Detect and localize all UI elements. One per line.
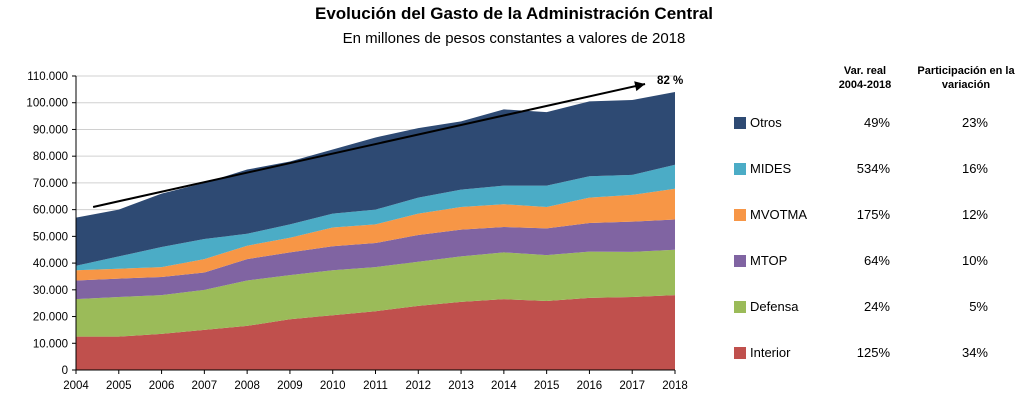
x-tick-label: 2014	[491, 380, 517, 392]
legend-item-mtop: MTOP 64% 10%	[730, 251, 1020, 271]
legend-header-part: Participación en la variación	[917, 65, 1015, 91]
y-tick-label: 60.000	[33, 205, 68, 217]
x-tick-label: 2004	[63, 380, 89, 392]
x-tick-label: 2018	[662, 380, 688, 392]
legend-var-real: 24%	[863, 299, 890, 314]
x-tick-label: 2007	[192, 380, 218, 392]
x-tick-label: 2008	[234, 380, 260, 392]
legend-swatch	[734, 209, 746, 221]
legend-swatch	[734, 117, 746, 129]
legend-swatch	[734, 347, 746, 359]
legend-participation: 12%	[961, 207, 988, 222]
y-tick-label: 20.000	[33, 312, 68, 324]
legend-header-var: Var. real 2004-2018	[838, 65, 892, 91]
legend-item-mides: MIDES 534% 16%	[730, 159, 1020, 179]
chart-subtitle: En millones de pesos constantes a valore…	[342, 30, 686, 47]
trend-arrow-line	[92, 83, 646, 208]
legend-label: Interior	[750, 345, 791, 360]
trend-arrow-head	[634, 81, 646, 92]
x-tick-label: 2010	[320, 380, 346, 392]
legend-label: Otros	[750, 115, 782, 130]
area-mtop	[76, 219, 675, 300]
y-tick-label: 100.000	[26, 98, 68, 110]
legend-label: Defensa	[750, 299, 799, 314]
x-tick-label: 2013	[448, 380, 474, 392]
chart-title: Evolución del Gasto de la Administración…	[314, 4, 713, 23]
legend-var-real: 125%	[856, 345, 890, 360]
legend-swatch	[734, 255, 746, 267]
legend-swatch	[734, 301, 746, 313]
legend-participation: 5%	[969, 299, 988, 314]
x-tick-label: 2016	[577, 380, 603, 392]
legend-label: MVOTMA	[750, 207, 808, 222]
area-mides	[76, 164, 675, 271]
y-tick-label: 0	[62, 365, 68, 377]
y-tick-label: 110.000	[27, 71, 68, 83]
y-tick-label: 70.000	[33, 178, 68, 190]
legend-label: MIDES	[750, 161, 792, 176]
y-tick-label: 90.000	[33, 124, 68, 136]
x-tick-label: 2015	[534, 380, 560, 392]
area-mvotma	[76, 188, 675, 281]
legend-var-real: 64%	[863, 253, 890, 268]
legend-participation: 23%	[961, 115, 988, 130]
area-otros	[76, 92, 675, 266]
y-tick-label: 30.000	[33, 285, 68, 297]
legend-item-otros: Otros 49% 23%	[730, 113, 1020, 133]
area-interior	[76, 295, 675, 370]
legend-participation: 34%	[961, 345, 988, 360]
legend-item-defensa: Defensa 24% 5%	[730, 297, 1020, 317]
legend-item-mvotma: MVOTMA 175% 12%	[730, 205, 1020, 225]
legend-label: MTOP	[750, 253, 788, 268]
x-tick-label: 2012	[405, 380, 431, 392]
x-tick-label: 2011	[363, 380, 388, 392]
legend-item-interior: Interior 125% 34%	[730, 343, 1020, 363]
x-tick-label: 2006	[149, 380, 175, 392]
y-tick-label: 80.000	[33, 151, 68, 163]
legend-participation: 16%	[961, 161, 988, 176]
legend-var-real: 175%	[856, 207, 890, 222]
growth-annotation: 82 %	[657, 75, 683, 87]
x-tick-label: 2009	[277, 380, 303, 392]
x-tick-label: 2017	[619, 380, 645, 392]
y-tick-label: 50.000	[33, 231, 68, 243]
x-tick-label: 2005	[106, 380, 132, 392]
area-defensa	[76, 249, 675, 337]
legend-participation: 10%	[961, 253, 988, 268]
y-tick-label: 40.000	[33, 258, 68, 270]
legend-swatch	[734, 163, 746, 175]
y-tick-label: 10.000	[33, 338, 68, 350]
legend-var-real: 534%	[856, 161, 890, 176]
area-chart: 0 10.000 20.000 30.000 40.000 50.000 60.000 70.…	[26, 71, 688, 392]
legend-var-real: 49%	[863, 115, 890, 130]
